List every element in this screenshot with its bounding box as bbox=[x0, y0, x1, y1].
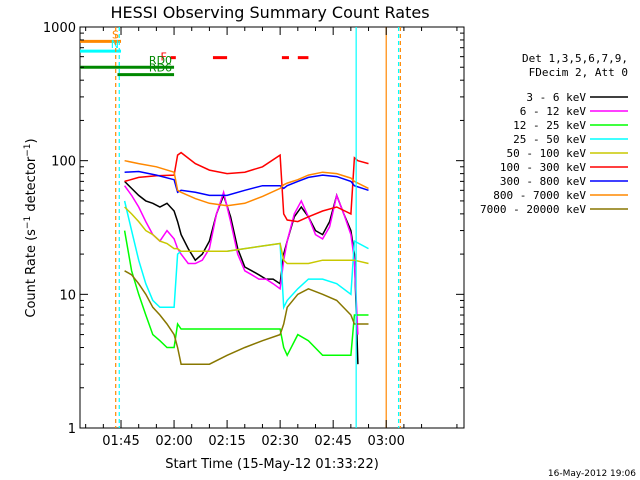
state-label-f: F bbox=[161, 51, 167, 64]
series-lines bbox=[123, 151, 369, 365]
series-line-8 bbox=[124, 159, 369, 207]
x-tick-label: 02:30 bbox=[261, 434, 298, 449]
series-line-2 bbox=[123, 185, 359, 335]
legend: Det 1,3,5,6,7,9, FDecim 2, Att 0 3 - 6 k… bbox=[480, 52, 628, 216]
y-axis-ticks: 1 10 100 1000 bbox=[43, 21, 464, 437]
y-axis-label-sup2: −1 bbox=[23, 143, 33, 156]
chart-title: HESSI Observing Summary Count Rates bbox=[110, 3, 429, 22]
series-line-1 bbox=[124, 180, 359, 365]
legend-label: 100 - 300 keV bbox=[500, 161, 586, 174]
x-axis-ticks: 01:45 02:00 02:15 02:30 02:45 03:00 bbox=[85, 27, 458, 449]
y-axis-label-end: ) bbox=[24, 138, 39, 143]
series-line-7 bbox=[124, 170, 369, 197]
legend-header-line-2: FDecim 2, Att 0 bbox=[529, 66, 628, 79]
y-axis-label-mid: detector bbox=[24, 156, 39, 216]
legend-label: 800 - 7000 keV bbox=[493, 189, 586, 202]
y-tick-label: 100 bbox=[51, 155, 76, 170]
x-tick-label: 01:45 bbox=[102, 434, 139, 449]
legend-label: 6 - 12 keV bbox=[520, 105, 587, 118]
x-tick-label: 03:00 bbox=[367, 434, 404, 449]
y-tick-label: 10 bbox=[59, 288, 76, 303]
series-line-9 bbox=[124, 270, 369, 365]
legend-label: 7000 - 20000 keV bbox=[480, 203, 586, 216]
plot-frame bbox=[79, 26, 465, 429]
attenuator-state-bars: SNFRD0RD6 bbox=[80, 28, 309, 77]
legend-label: 12 - 25 keV bbox=[513, 119, 586, 132]
legend-header-line-1: Det 1,3,5,6,7,9, bbox=[522, 52, 628, 65]
x-tick-label: 02:00 bbox=[155, 434, 192, 449]
time-markers bbox=[115, 27, 401, 428]
x-axis-label: Start Time (15-May-12 01:33:22) bbox=[165, 457, 379, 472]
series-line-5 bbox=[124, 206, 369, 265]
y-tick-label: 1 bbox=[68, 422, 76, 437]
x-tick-label: 02:45 bbox=[314, 434, 351, 449]
state-label-rd0: RD0 bbox=[149, 54, 172, 67]
y-axis-label: Count Rate (s−1 detector−1) bbox=[23, 138, 39, 317]
series-line-6 bbox=[124, 151, 369, 223]
render-timestamp: 16-May-2012 19:06 bbox=[548, 469, 636, 479]
legend-label: 300 - 800 keV bbox=[500, 175, 586, 188]
legend-label: 50 - 100 keV bbox=[507, 147, 587, 160]
legend-label: 25 - 50 keV bbox=[513, 133, 586, 146]
series-line-3 bbox=[123, 230, 369, 358]
state-label-rd6: RD6 bbox=[149, 62, 172, 75]
x-tick-label: 02:15 bbox=[208, 434, 245, 449]
y-axis-label-sup1: −1 bbox=[23, 216, 33, 229]
legend-label: 3 - 6 keV bbox=[526, 91, 586, 104]
state-label-n: N bbox=[111, 38, 119, 51]
y-tick-label: 1000 bbox=[43, 21, 76, 36]
y-axis-label-main: Count Rate (s bbox=[24, 229, 39, 318]
